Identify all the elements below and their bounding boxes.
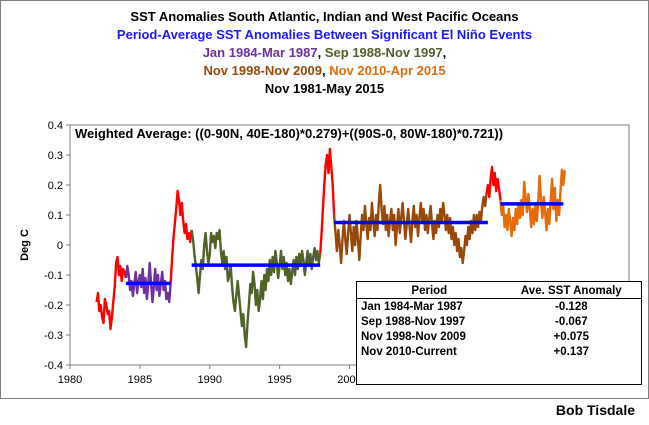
table-cell-period: Nov 1998-Nov 2009	[361, 330, 466, 343]
title-line-1: SST Anomalies South Atlantic, Indian and…	[130, 9, 519, 24]
y-tick-label: 0.3	[48, 150, 63, 162]
series-line-7	[485, 165, 502, 201]
y-tick-label: -0.3	[44, 330, 63, 342]
table-row: Sep 1988-Nov 1997 -0.067	[357, 314, 641, 329]
series-line-3	[169, 189, 193, 285]
series-line-1	[95, 255, 128, 331]
series-line-4	[190, 228, 322, 349]
y-tick-label: -0.4	[44, 360, 63, 372]
x-tick-label: 1980	[58, 374, 82, 386]
period-average-table: Period Ave. SST Anomaly Jan 1984-Mar 198…	[356, 281, 642, 385]
table-cell-value: +0.075	[553, 330, 590, 343]
y-tick-label: 0.2	[48, 180, 63, 192]
y-axis-label: Deg C	[19, 229, 31, 261]
series-group	[95, 147, 566, 349]
average-lines	[125, 202, 564, 286]
y-tick-label: 0.4	[48, 120, 63, 132]
table-cell-period: Nov 2010-Current	[361, 345, 457, 358]
title-sep-2: ,	[442, 45, 447, 60]
y-axis: -0.4 -0.3 -0.2 -0.1 0 0.1 0.2 0.3 0.4	[44, 120, 70, 372]
series-line-6	[332, 183, 488, 265]
title-sep-3: ,	[321, 63, 330, 78]
chart-titles: SST Anomalies South Atlantic, Indian and…	[0, 8, 649, 98]
y-tick-label: -0.1	[44, 270, 63, 282]
x-tick-label: 1990	[198, 374, 222, 386]
y-tick-label: 0	[57, 240, 63, 252]
title-period-3: Nov 1998-Nov 2009	[203, 63, 322, 78]
title-period-4: Nov 2010-Apr 2015	[329, 63, 446, 78]
table-cell-value: -0.067	[555, 315, 588, 328]
y-tick-label: 0.1	[48, 210, 63, 222]
x-tick-label: 1995	[267, 374, 291, 386]
table-row: Jan 1984-Mar 1987 -0.128	[357, 299, 641, 315]
table-cell-value: +0.137	[553, 345, 590, 358]
table-cell-period: Sep 1988-Nov 1997	[361, 315, 466, 328]
table-row: Nov 2010-Current +0.137	[357, 344, 641, 359]
y-tick-label: -0.2	[44, 300, 63, 312]
title-line-3: Jan 1984-Mar 1987, Sep 1988-Nov 1997,	[0, 44, 649, 62]
title-line-4: Nov 1998-Nov 2009, Nov 2010-Apr 2015	[0, 62, 649, 80]
title-period-1: Jan 1984-Mar 1987	[202, 45, 318, 60]
table-cell-value: -0.128	[555, 300, 588, 313]
table-header-anomaly: Ave. SST Anomaly	[501, 282, 641, 299]
title-line-2: Period-Average SST Anomalies Between Sig…	[116, 27, 533, 42]
x-tick-label: 2000	[337, 374, 361, 386]
title-period-2: Sep 1988-Nov 1997	[324, 45, 443, 60]
chart-plot: -0.4 -0.3 -0.2 -0.1 0 0.1 0.2 0.3 0.4 1980 1985 19…	[19, 120, 641, 386]
title-sep-1: ,	[317, 45, 325, 60]
title-line-5: Nov 1981-May 2015	[264, 81, 385, 96]
x-tick-label: 1985	[128, 374, 152, 386]
table-row: Nov 1998-Nov 2009 +0.075	[357, 329, 641, 344]
series-line-8	[499, 168, 566, 238]
table-header-period: Period	[357, 282, 502, 299]
author-credit: Bob Tisdale	[555, 402, 635, 418]
table-cell-period: Jan 1984-Mar 1987	[361, 300, 463, 313]
weighted-average-annotation: Weighted Average: ((0-90N, 40E-180)*0.27…	[75, 126, 504, 141]
series-line-5	[319, 147, 336, 255]
